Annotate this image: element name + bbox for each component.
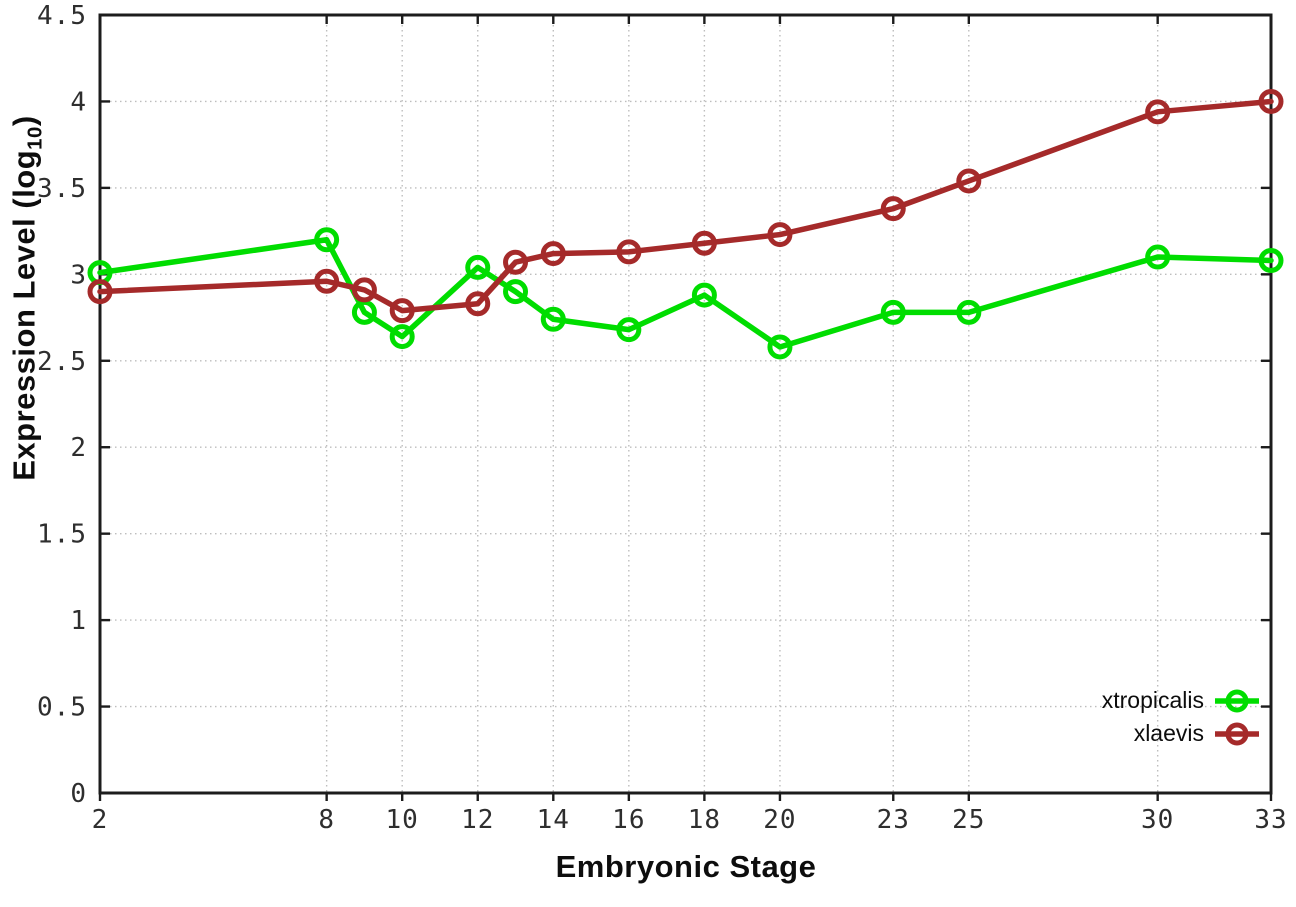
data-point-xtropicalis (389, 324, 415, 350)
data-point-xtropicalis (956, 299, 982, 325)
data-point-xlaevis (767, 222, 793, 248)
data-point-xlaevis (540, 241, 566, 267)
x-tick-label: 14 (537, 805, 570, 835)
y-tick-label: 2.5 (37, 347, 87, 377)
series-line-xlaevis (97, 98, 1274, 314)
data-point-xlaevis (87, 279, 113, 305)
data-point-xtropicalis (540, 306, 566, 332)
data-point-xlaevis (691, 230, 717, 256)
y-tick-label: 0 (70, 779, 87, 809)
data-point-xlaevis (389, 298, 415, 324)
data-point-xtropicalis (1258, 248, 1284, 274)
y-axis-title-subscript: 10 (23, 126, 47, 150)
data-point-xlaevis (465, 291, 491, 317)
data-point-xtropicalis (616, 317, 642, 343)
data-point-xtropicalis (691, 282, 717, 308)
legend-sample-marker (1225, 722, 1249, 745)
data-point-xtropicalis (767, 334, 793, 360)
data-point-xlaevis (880, 196, 906, 222)
y-tick-label: 3.5 (37, 174, 87, 204)
legend-item-xtropicalis: xtropicalis (1102, 687, 1260, 714)
data-point-xlaevis (956, 168, 982, 194)
data-point-xlaevis (616, 239, 642, 265)
data-point-xtropicalis (465, 254, 491, 280)
x-tick-label: 23 (877, 805, 910, 835)
data-point-xlaevis (503, 249, 529, 275)
data-point-xtropicalis (314, 227, 340, 253)
legend-label-xlaevis: xlaevis (1133, 720, 1204, 746)
data-point-xlaevis (1258, 88, 1284, 114)
x-tick-label: 20 (763, 805, 796, 835)
x-tick-label: 25 (952, 805, 985, 835)
legend-marker-xlaevis (1215, 722, 1259, 745)
y-tick-label: 1 (70, 606, 87, 636)
data-point-xlaevis (1145, 99, 1171, 125)
y-tick-label: 2 (70, 433, 87, 463)
y-tick-label: 3 (70, 260, 87, 290)
y-tick-label: 4 (70, 87, 87, 117)
x-tick-label: 8 (318, 805, 335, 835)
x-tick-label: 18 (688, 805, 721, 835)
x-tick-label: 12 (461, 805, 494, 835)
x-tick-label: 10 (386, 805, 419, 835)
data-point-xtropicalis (503, 279, 529, 305)
y-tick-label: 4.5 (37, 1, 87, 31)
plot-border (98, 13, 1273, 795)
y-axis-title-text: Expression Level (log (6, 149, 42, 481)
x-axis-title: Embryonic Stage (555, 849, 817, 884)
data-point-xtropicalis (880, 299, 906, 325)
legend: xtropicalis xlaevis (1102, 687, 1260, 747)
y-tick-label: 1.5 (37, 520, 87, 550)
y-tick-label: 0.5 (37, 693, 87, 723)
legend-label-xtropicalis: xtropicalis (1101, 687, 1204, 713)
x-tick-label: 16 (612, 805, 645, 835)
legend-item-xlaevis: xlaevis (1134, 720, 1260, 747)
x-tick-label: 33 (1254, 805, 1287, 835)
legend-marker-xtropicalis (1215, 689, 1259, 712)
y-axis-title: Expression Level (log10) (6, 115, 47, 481)
x-tick-label: 30 (1141, 805, 1174, 835)
series-line-xtropicalis (97, 237, 1274, 350)
legend-sample-marker (1225, 689, 1249, 712)
data-point-xlaevis (314, 268, 340, 294)
data-point-xtropicalis (1145, 244, 1171, 270)
y-axis-title-close: ) (6, 115, 42, 127)
data-point-xlaevis (351, 277, 377, 303)
x-tick-label: 2 (92, 805, 109, 835)
